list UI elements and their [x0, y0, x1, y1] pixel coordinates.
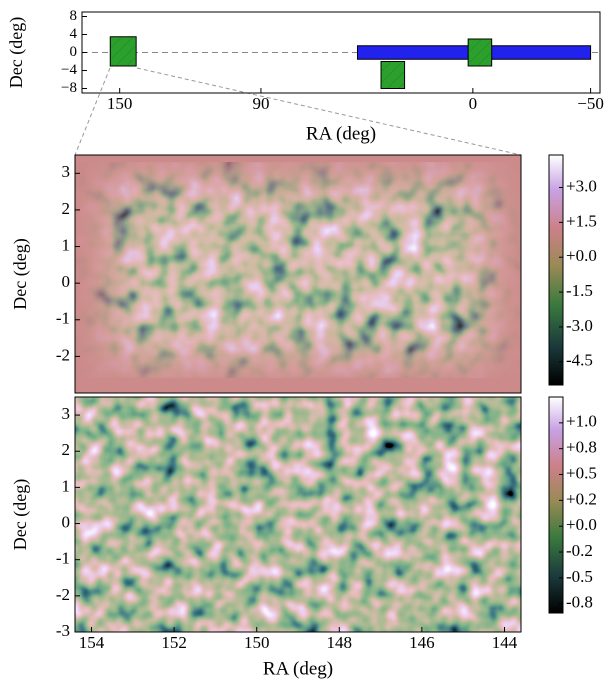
- colorbar-tick-label: +1.5: [566, 211, 597, 230]
- y-tick-label: 0: [62, 272, 71, 291]
- y-tick-label: -2: [56, 345, 70, 364]
- region-hatch: [110, 36, 137, 66]
- colorbar-tick-label: -0.2: [566, 541, 593, 560]
- y-tick-label: 1: [62, 476, 71, 495]
- y-tick-label: 0: [62, 512, 71, 531]
- y-tick-label: -2: [56, 585, 70, 604]
- zoom-line: [136, 67, 522, 156]
- x-tick-label: 150: [107, 94, 133, 113]
- y-tick-label: −4: [61, 62, 77, 78]
- x-tick-label: 150: [244, 633, 270, 652]
- region-hatch: [468, 39, 492, 66]
- colorbar-tick-label: -4.5: [566, 351, 593, 370]
- colorbar-tick-label: +0.0: [566, 515, 597, 534]
- y-axis-label: Dec (deg): [10, 479, 31, 550]
- heatmap-field: [75, 155, 521, 393]
- x-axis-label: RA (deg): [263, 658, 333, 679]
- x-tick-label: 90: [252, 94, 269, 113]
- y-tick-label: -1: [56, 309, 70, 328]
- colorbar-tick-label: -3.0: [566, 316, 593, 335]
- y-tick-label: 3: [62, 162, 71, 181]
- colorbar-tick-label: +0.2: [566, 489, 597, 508]
- zoom-line: [74, 67, 111, 156]
- x-tick-label: 148: [327, 633, 353, 652]
- y-axis-label: Dec (deg): [10, 238, 31, 309]
- x-tick-label: 0: [469, 94, 478, 113]
- y-axis-label: Dec (deg): [6, 17, 27, 88]
- x-tick-label: 154: [79, 633, 105, 652]
- y-tick-label: -1: [56, 549, 70, 568]
- colorbar-tick-label: +1.0: [566, 412, 597, 431]
- y-tick-label: 2: [62, 199, 71, 218]
- axes-frame: [74, 396, 522, 633]
- heatmap-texture: [75, 397, 521, 632]
- heatmap-texture: [75, 155, 521, 393]
- colorbar-tick-label: -0.5: [566, 567, 593, 586]
- colorbar-tick-label: +0.0: [566, 246, 597, 265]
- y-tick-label: 8: [70, 8, 78, 24]
- colorbar: [548, 396, 564, 614]
- y-tick-label: −8: [61, 80, 77, 96]
- x-tick-label: 146: [409, 633, 435, 652]
- region-hatch: [381, 61, 405, 89]
- colorbar-tick-label: +0.5: [566, 463, 597, 482]
- y-tick-label: 0: [70, 44, 78, 60]
- y-tick-label: 3: [62, 404, 71, 423]
- y-tick-label: 4: [70, 26, 78, 42]
- colorbar: [548, 154, 564, 386]
- x-tick-label: 152: [161, 633, 187, 652]
- x-tick-label: 144: [492, 633, 518, 652]
- y-tick-label: 2: [62, 440, 71, 459]
- axes-frame: [74, 154, 522, 394]
- x-tick-label: −50: [577, 94, 604, 113]
- colorbar-tick-label: +3.0: [566, 176, 597, 195]
- colorbar-tick-label: +0.8: [566, 438, 597, 457]
- colorbar-tick-label: -0.8: [566, 593, 593, 612]
- colorbar-tick-label: -1.5: [566, 281, 593, 300]
- y-tick-label: 1: [62, 235, 71, 254]
- x-axis-label: RA (deg): [306, 123, 376, 144]
- y-tick-label: -3: [56, 621, 70, 640]
